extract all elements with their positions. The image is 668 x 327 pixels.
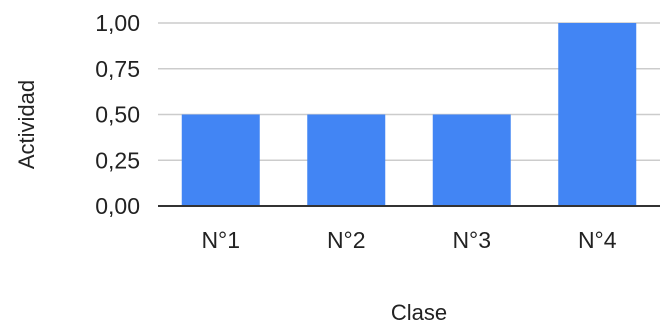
x-axis-title: Clase [391, 300, 447, 325]
y-tick-labels: 0,00 0,25 0,50 0,75 1,00 [95, 10, 140, 219]
y-tick-label: 0,75 [95, 56, 140, 82]
y-axis-title: Actividad [14, 80, 39, 169]
x-category-label: N°2 [327, 227, 366, 253]
y-tick-label: 0,50 [95, 102, 140, 128]
y-tick-label: 0,25 [95, 147, 140, 173]
x-category-label: N°1 [201, 227, 240, 253]
x-category-label: N°3 [452, 227, 491, 253]
bar [432, 114, 511, 206]
bars [181, 23, 637, 206]
x-category-label: N°4 [578, 227, 617, 253]
x-category-labels: N°1 N°2 N°3 N°4 [201, 227, 616, 253]
bar [558, 23, 637, 206]
bar [307, 114, 386, 206]
bar [181, 114, 260, 206]
y-tick-label: 0,00 [95, 193, 140, 219]
y-tick-label: 1,00 [95, 10, 140, 36]
